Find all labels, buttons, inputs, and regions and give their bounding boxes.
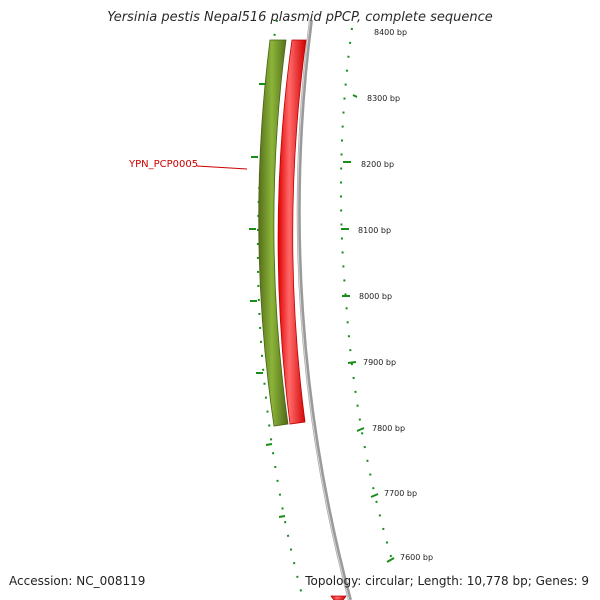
tick-mark — [370, 493, 379, 498]
tick-label: 7800 bp — [372, 424, 405, 433]
tick-label: 8400 bp — [374, 28, 407, 37]
tick-mark — [278, 515, 286, 518]
tick-label: 8200 bp — [361, 160, 394, 169]
tick-mark — [352, 94, 358, 98]
forward-gene-track — [258, 39, 289, 427]
tick-labels: 8400 bp 8300 bp 8200 bp 8100 bp 8000 bp … — [358, 28, 433, 562]
inner-major-ticks — [249, 83, 286, 518]
reverse-gene-track — [277, 39, 347, 600]
tick-label: 8000 bp — [359, 292, 392, 301]
gene-ypn-pcp0005[interactable] — [258, 39, 289, 427]
gene-label[interactable]: YPN_PCP0005 — [128, 159, 198, 170]
reverse-gene[interactable] — [277, 39, 307, 425]
tick-mark — [386, 557, 395, 563]
gene-annotation: YPN_PCP0005 — [128, 159, 248, 170]
topology-text: Topology: circular; Length: 10,778 bp; G… — [305, 574, 589, 588]
tick-label: 8100 bp — [358, 226, 391, 235]
map-title: Yersinia pestis Nepal516 plasmid pPCP, c… — [107, 10, 493, 25]
tick-mark — [356, 427, 365, 432]
accession-text: Accession: NC_008119 — [9, 574, 146, 588]
tick-mark — [265, 443, 273, 446]
outer-major-ticks — [341, 94, 395, 563]
gene-label-leader-line — [196, 165, 248, 170]
reverse-gene-lower[interactable] — [330, 595, 347, 600]
tick-label: 7700 bp — [384, 489, 417, 498]
tick-label: 7900 bp — [363, 358, 396, 367]
tick-label: 8300 bp — [367, 94, 400, 103]
tick-mark — [347, 361, 357, 364]
tick-label: 7600 bp — [400, 553, 433, 562]
backbone — [296, 19, 352, 600]
